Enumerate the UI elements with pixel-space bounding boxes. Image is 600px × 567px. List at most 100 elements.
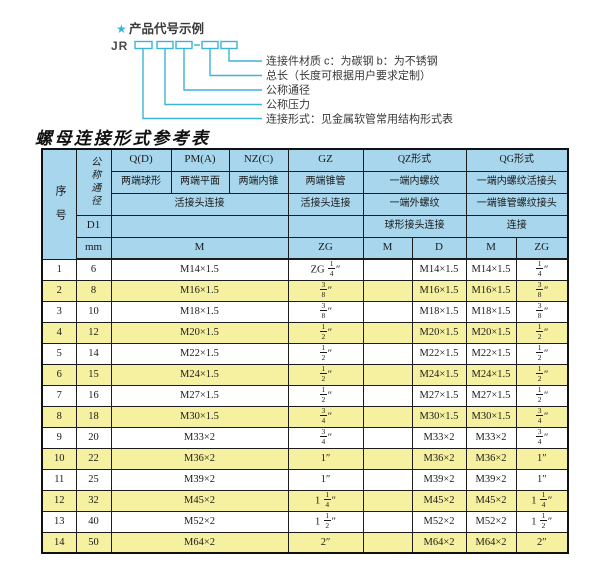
qz-d-cell: M52×2 bbox=[411, 510, 467, 533]
table-row: 11 25 M39×2 1″ M39×2 M39×2 1″ bbox=[41, 468, 569, 491]
seq-cell: 7 bbox=[41, 384, 77, 407]
header-sub-nz: 两端内锥 bbox=[228, 170, 289, 194]
table-row: 8 18 M30×1.5 3 4 ″ M30×1.5 M30×1.5 3 4 ″ bbox=[41, 405, 569, 428]
table-row: 5 14 M22×1.5 1 2 ″ M22×1.5 M22×1.5 1 2 ″ bbox=[41, 342, 569, 365]
thread-m-cell: M24×1.5 bbox=[110, 363, 289, 386]
header-unit-gz-zg: ZG bbox=[287, 236, 364, 260]
qg-zg-cell: 2″ bbox=[515, 531, 569, 554]
qg-m-cell: M27×1.5 bbox=[465, 384, 517, 407]
header-conn-qz3: 球形接头连接 bbox=[362, 214, 467, 238]
header-sub-pm: 两端平面 bbox=[170, 170, 230, 194]
header-col-qz: QZ形式 bbox=[362, 148, 467, 172]
thread-m-cell: M18×1.5 bbox=[110, 300, 289, 323]
seq-cell: 2 bbox=[41, 279, 77, 302]
header-empty-left bbox=[110, 214, 289, 238]
qg-zg-cell: 3 4 ″ bbox=[515, 426, 569, 449]
qz-d-cell: M22×1.5 bbox=[411, 342, 467, 365]
qg-zg-cell: 1″ bbox=[515, 468, 569, 491]
header-d1: D1 bbox=[75, 214, 112, 238]
thread-m-cell: M64×2 bbox=[110, 531, 289, 554]
qz-d-cell: M14×1.5 bbox=[411, 258, 467, 281]
header-unit-qz-m: M bbox=[362, 236, 413, 260]
seq-cell: 11 bbox=[41, 468, 77, 491]
nut-connection-reference-table: 序号 公称通径 Q(D) PM(A) NZ(C) GZ QZ形式 QG形式 两端… bbox=[41, 148, 570, 554]
code-label-pressure: 公称压力 bbox=[266, 97, 310, 111]
qg-zg-cell: 1 2 ″ bbox=[515, 342, 569, 365]
header-empty-gz bbox=[287, 214, 364, 238]
dn-cell: 40 bbox=[75, 510, 112, 533]
table-row: 1 6 M14×1.5 ZG 1 4 ″ M14×1.5 M14×1.5 1 4 ″ bbox=[41, 258, 569, 281]
header-unit-m: M bbox=[110, 236, 289, 260]
qg-m-cell: M20×1.5 bbox=[465, 321, 517, 344]
dn-cell: 16 bbox=[75, 384, 112, 407]
qz-d-cell: M36×2 bbox=[411, 447, 467, 470]
table-row: 14 50 M64×2 2″ M64×2 M64×2 2″ bbox=[41, 531, 569, 554]
qg-m-cell: M36×2 bbox=[465, 447, 517, 470]
header-row-1: 序号 公称通径 Q(D) PM(A) NZ(C) GZ QZ形式 QG形式 bbox=[41, 148, 569, 260]
qg-zg-cell: 1 2 ″ bbox=[515, 363, 569, 386]
header-unit-qg-m: M bbox=[465, 236, 517, 260]
qz-m-cell bbox=[362, 363, 413, 386]
qg-zg-cell: 3 4 ″ bbox=[515, 405, 569, 428]
gz-cell: 1 2 ″ bbox=[287, 321, 364, 344]
qz-d-cell: M33×2 bbox=[411, 426, 467, 449]
seq-cell: 3 bbox=[41, 300, 77, 323]
dn-cell: 18 bbox=[75, 405, 112, 428]
seq-cell: 5 bbox=[41, 342, 77, 365]
header-sub-qz: 一端内螺纹 bbox=[362, 170, 467, 194]
header-col-pm: PM(A) bbox=[170, 148, 230, 172]
qg-m-cell: M14×1.5 bbox=[465, 258, 517, 281]
qg-m-cell: M30×1.5 bbox=[465, 405, 517, 428]
gz-cell: 2″ bbox=[287, 531, 364, 554]
gz-cell: 3 4 ″ bbox=[287, 405, 364, 428]
header-sub-qg: 一端内螺纹活接头 bbox=[465, 170, 569, 194]
dn-cell: 12 bbox=[75, 321, 112, 344]
qg-m-cell: M24×1.5 bbox=[465, 363, 517, 386]
seq-cell: 4 bbox=[41, 321, 77, 344]
dn-cell: 32 bbox=[75, 489, 112, 512]
qg-m-cell: M39×2 bbox=[465, 468, 517, 491]
qg-m-cell: M16×1.5 bbox=[465, 279, 517, 302]
dn-cell: 8 bbox=[75, 279, 112, 302]
header-row-3: 活接头连接 活接头连接 一端外螺纹 一端锥管螺纹接头 bbox=[42, 192, 569, 216]
qg-zg-cell: 3 8 ″ bbox=[515, 279, 569, 302]
code-box-2 bbox=[156, 40, 174, 50]
product-code-diagram: ★ 产品代号示例 JR 连接件材质 c：为碳钢 b：为不锈钢 总长（长度可根据用… bbox=[111, 21, 453, 126]
thread-m-cell: M52×2 bbox=[110, 510, 289, 533]
table-row: 13 40 M52×2 1 1 2 ″ M52×2 M52×2 1 1 2 ″ bbox=[41, 510, 569, 533]
dn-cell: 50 bbox=[75, 531, 112, 554]
qz-d-cell: M64×2 bbox=[411, 531, 467, 554]
dn-cell: 14 bbox=[75, 342, 112, 365]
gz-cell: ZG 1 4 ″ bbox=[287, 258, 364, 281]
header-unit-qz-d: D bbox=[411, 236, 467, 260]
gz-cell: 1 2 ″ bbox=[287, 384, 364, 407]
qz-m-cell bbox=[362, 447, 413, 470]
dn-cell: 20 bbox=[75, 426, 112, 449]
gz-cell: 3 8 ″ bbox=[287, 279, 364, 302]
leader-line-4 bbox=[209, 48, 262, 77]
table-title: 螺母连接形式参考表 bbox=[35, 129, 211, 148]
table-row: 6 15 M24×1.5 1 2 ″ M24×1.5 M24×1.5 1 2 ″ bbox=[41, 363, 569, 386]
qz-m-cell bbox=[362, 489, 413, 512]
qg-zg-cell: 1″ bbox=[515, 447, 569, 470]
qz-d-cell: M16×1.5 bbox=[411, 279, 467, 302]
qz-m-cell bbox=[362, 405, 413, 428]
header-conn-gz: 活接头连接 bbox=[287, 192, 364, 216]
header-sub-gz: 两端锥管 bbox=[287, 170, 364, 194]
qz-m-cell bbox=[362, 384, 413, 407]
qg-m-cell: M33×2 bbox=[465, 426, 517, 449]
gz-cell: 1 1 2 ″ bbox=[287, 510, 364, 533]
header-row-5: mm M ZG M D M ZG bbox=[42, 236, 569, 260]
header-col-q: Q(D) bbox=[110, 148, 172, 172]
